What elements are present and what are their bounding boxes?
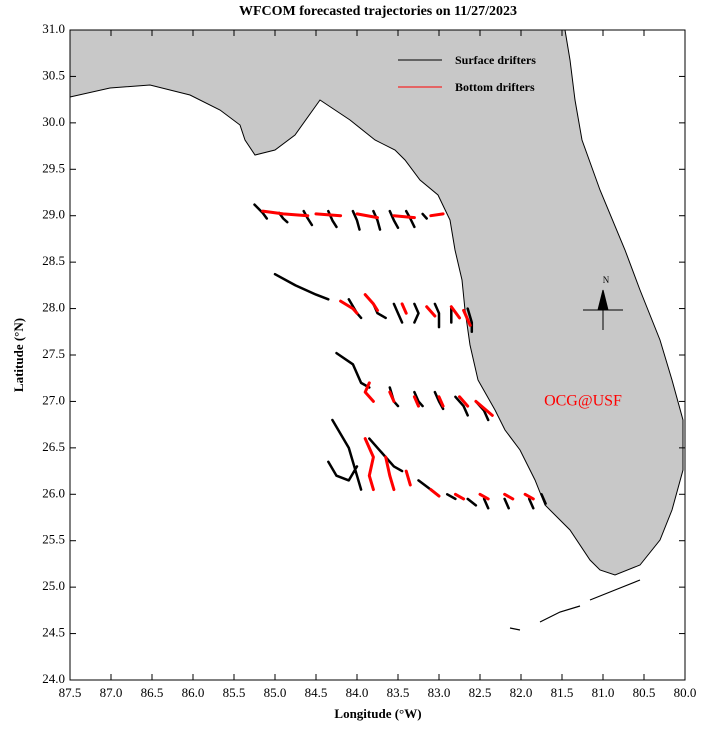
x-tick-label: 82.0	[510, 685, 533, 700]
x-axis-label: Longitude (°W)	[334, 706, 421, 721]
y-tick-label: 26.0	[42, 485, 65, 500]
florida-land	[69, 29, 684, 576]
y-tick-label: 26.5	[42, 439, 65, 454]
florida-keys	[509, 579, 641, 631]
y-tick-label: 24.5	[42, 625, 65, 640]
x-tick-label: 86.0	[182, 685, 205, 700]
x-tick-label: 84.0	[346, 685, 369, 700]
y-tick-label: 27.0	[42, 392, 65, 407]
y-tick-label: 27.5	[42, 346, 65, 361]
x-tick-label: 83.5	[387, 685, 410, 700]
x-tick-label: 81.0	[592, 685, 615, 700]
chart-title: WFCOM forecasted trajectories on 11/27/2…	[239, 4, 517, 19]
y-tick-label: 28.5	[42, 253, 65, 268]
compass-label: N	[603, 275, 610, 285]
y-tick-label: 31.0	[42, 21, 65, 36]
x-tick-label: 83.0	[428, 685, 451, 700]
x-tick-label: 81.5	[551, 685, 574, 700]
x-tick-label: 80.0	[674, 685, 697, 700]
legend-label: Bottom drifters	[455, 80, 535, 94]
y-tick-label: 25.5	[42, 532, 65, 547]
x-tick-label: 85.5	[223, 685, 246, 700]
x-tick-label: 82.5	[469, 685, 492, 700]
annotation: OCG@USF	[544, 393, 622, 410]
legend-label: Surface drifters	[455, 53, 536, 67]
y-axis-label: Latitude (°N)	[11, 318, 26, 392]
compass	[583, 289, 623, 330]
x-tick-label: 87.5	[59, 685, 82, 700]
y-tick-label: 25.0	[42, 578, 65, 593]
x-tick-label: 84.5	[305, 685, 328, 700]
y-tick-label: 29.0	[42, 207, 65, 222]
y-tick-label: 30.5	[42, 67, 65, 82]
y-tick-label: 24.0	[42, 671, 65, 686]
y-tick-label: 28.0	[42, 300, 65, 315]
x-tick-label: 85.0	[264, 685, 287, 700]
x-tick-label: 87.0	[100, 685, 123, 700]
y-tick-label: 30.0	[42, 114, 65, 129]
y-tick-label: 29.5	[42, 160, 65, 175]
trajectory	[261, 209, 535, 501]
x-tick-label: 86.5	[141, 685, 164, 700]
x-tick-label: 80.5	[633, 685, 656, 700]
compass-arrow	[597, 289, 609, 311]
